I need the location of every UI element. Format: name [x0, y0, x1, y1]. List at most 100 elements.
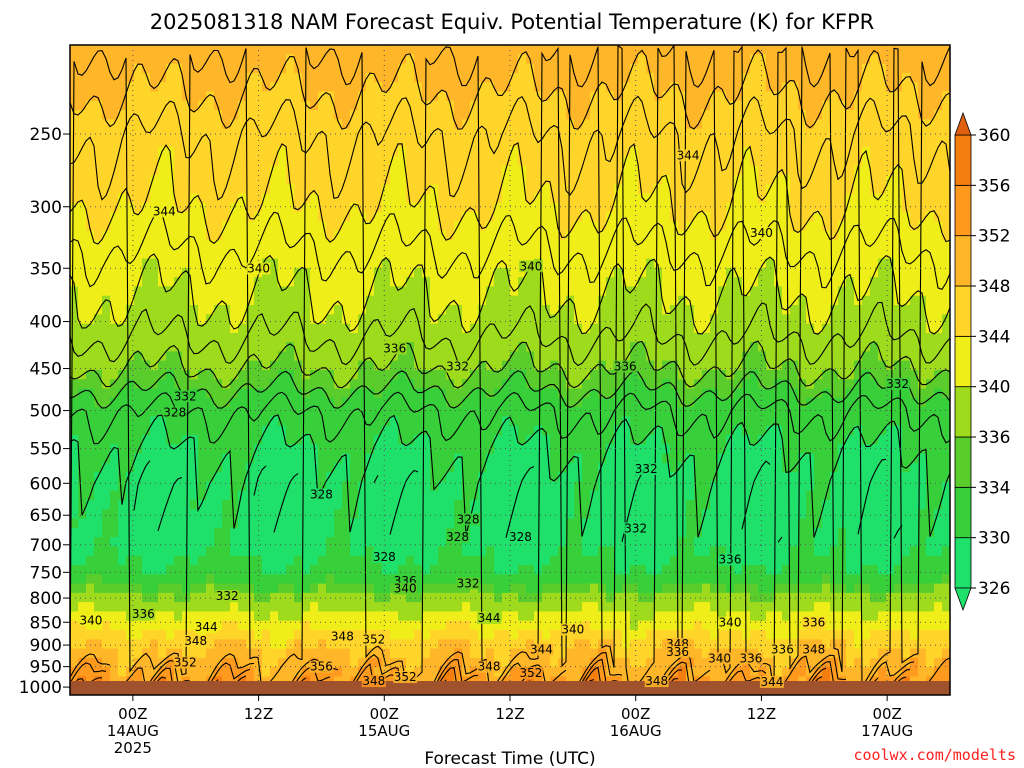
field-cell — [198, 54, 207, 65]
field-cell — [374, 110, 383, 120]
field-cell — [222, 202, 231, 213]
field-cell — [302, 462, 311, 473]
field-cell — [110, 583, 119, 594]
field-cell — [358, 193, 367, 204]
field-cell — [534, 472, 543, 482]
field-cell — [606, 258, 615, 269]
field-cell — [446, 82, 455, 92]
field-cell — [390, 305, 399, 315]
field-cell — [542, 490, 551, 501]
field-cell — [318, 537, 327, 547]
field-cell — [382, 435, 391, 445]
field-cell — [102, 472, 111, 482]
field-cell — [342, 91, 351, 102]
field-cell — [390, 54, 399, 65]
field-cell — [278, 45, 287, 55]
field-cell — [486, 435, 495, 445]
field-cell — [150, 667, 159, 677]
field-cell — [222, 667, 231, 677]
field-cell — [406, 518, 415, 529]
field-cell — [438, 119, 447, 130]
field-cell — [510, 156, 519, 167]
field-cell — [206, 267, 215, 278]
field-cell — [510, 657, 519, 668]
field-cell — [614, 565, 623, 575]
field-cell — [430, 435, 439, 445]
field-cell — [574, 509, 583, 520]
field-cell — [286, 490, 295, 501]
field-cell — [566, 639, 575, 650]
field-cell — [518, 128, 527, 139]
field-cell — [350, 360, 359, 371]
field-cell — [334, 500, 343, 510]
field-cell — [478, 388, 487, 399]
field-cell — [238, 258, 247, 269]
field-cell — [190, 453, 199, 464]
field-cell — [510, 230, 519, 241]
field-cell — [406, 602, 415, 612]
field-cell — [598, 100, 607, 111]
field-cell — [494, 583, 503, 594]
field-cell — [342, 648, 351, 659]
field-cell — [494, 221, 503, 232]
field-cell — [414, 583, 423, 594]
field-cell — [142, 267, 151, 278]
field-cell — [78, 305, 87, 315]
field-cell — [102, 332, 111, 343]
field-cell — [70, 667, 79, 677]
field-cell — [502, 175, 511, 185]
field-cell — [414, 202, 423, 213]
field-cell — [318, 91, 327, 102]
field-cell — [158, 435, 167, 445]
field-cell — [286, 147, 295, 157]
field-cell — [214, 54, 223, 65]
field-cell — [318, 397, 327, 408]
field-cell — [446, 267, 455, 278]
field-cell — [486, 82, 495, 92]
field-cell — [590, 435, 599, 445]
field-cell — [142, 82, 151, 92]
field-cell — [286, 425, 295, 436]
field-cell — [174, 370, 183, 380]
field-cell — [334, 156, 343, 167]
field-cell — [606, 91, 615, 102]
field-cell — [398, 611, 407, 622]
field-cell — [318, 147, 327, 157]
field-cell — [414, 267, 423, 278]
field-cell — [342, 249, 351, 260]
field-cell — [286, 416, 295, 427]
field-cell — [334, 370, 343, 380]
field-cell — [438, 342, 447, 352]
field-cell — [270, 657, 279, 668]
field-cell — [518, 546, 527, 557]
field-cell — [334, 555, 343, 566]
field-cell — [246, 249, 255, 260]
field-cell — [606, 583, 615, 594]
field-cell — [278, 555, 287, 566]
field-cell — [70, 110, 79, 120]
field-cell — [598, 165, 607, 176]
field-cell — [214, 277, 223, 287]
field-cell — [598, 518, 607, 529]
field-cell — [414, 295, 423, 306]
field-cell — [422, 425, 431, 436]
field-cell — [206, 351, 215, 362]
field-cell — [414, 54, 423, 65]
field-cell — [142, 639, 151, 650]
field-cell — [470, 267, 479, 278]
field-cell — [270, 481, 279, 492]
field-cell — [302, 258, 311, 269]
field-cell — [494, 453, 503, 464]
field-cell — [182, 444, 191, 455]
field-cell — [94, 509, 103, 520]
field-cell — [590, 416, 599, 427]
field-cell — [526, 546, 535, 557]
field-cell — [310, 472, 319, 482]
field-cell — [294, 286, 303, 297]
field-cell — [414, 305, 423, 315]
field-cell — [446, 249, 455, 260]
field-cell — [70, 527, 79, 538]
field-cell — [446, 555, 455, 566]
field-cell — [262, 648, 271, 659]
field-cell — [182, 193, 191, 204]
